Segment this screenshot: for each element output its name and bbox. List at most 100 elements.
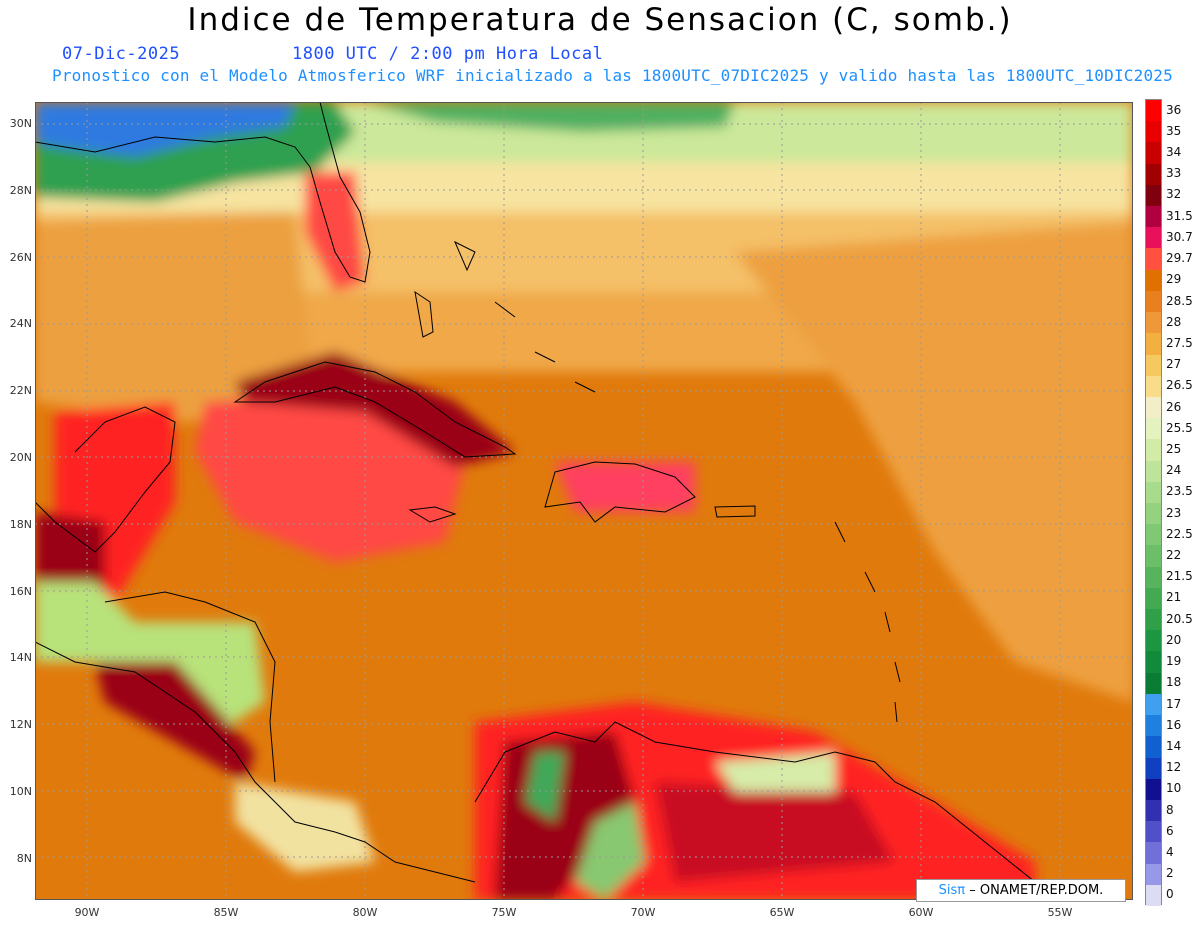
lat-label: 16N xyxy=(9,584,32,598)
colorbar-swatch xyxy=(1146,418,1161,440)
credit-text: – ONAMET/REP.DOM. xyxy=(969,883,1104,898)
colorbar-label: 27 xyxy=(1166,357,1182,372)
graticule xyxy=(35,102,1133,900)
colorbar-label: 30.7 xyxy=(1166,229,1193,244)
colorbar-label: 31.5 xyxy=(1166,208,1193,223)
colorbar-label: 33 xyxy=(1166,166,1182,181)
colorbar-label: 8 xyxy=(1166,802,1174,817)
colorbar-swatch xyxy=(1146,799,1161,822)
colorbar-swatch xyxy=(1146,503,1161,525)
colorbar-swatch xyxy=(1146,142,1161,165)
colorbar-label: 23 xyxy=(1166,505,1182,520)
patch-green-andes2 xyxy=(575,802,645,900)
colorbar-label: 19 xyxy=(1166,654,1182,669)
colorbar-swatch xyxy=(1146,460,1161,483)
heat-index-map xyxy=(35,102,1133,900)
colorbar-label: 25 xyxy=(1166,441,1182,456)
colorbar-swatch xyxy=(1146,545,1161,568)
colorbar-label: 32 xyxy=(1166,187,1182,202)
coast-yucatan xyxy=(35,406,176,553)
credit-brand: Sisπ xyxy=(938,883,966,898)
colorbar-label: 18 xyxy=(1166,675,1182,690)
colorbar-label: 12 xyxy=(1166,760,1182,775)
lon-label: 55W xyxy=(1047,906,1073,919)
colorbar-swatch xyxy=(1146,354,1161,377)
colorbar-swatch xyxy=(1146,439,1161,462)
colorbar-label: 28 xyxy=(1166,314,1182,329)
colorbar-label: 4 xyxy=(1166,844,1174,859)
colorbar-label: 26 xyxy=(1166,399,1182,414)
colorbar-label: 25.5 xyxy=(1166,420,1193,435)
patch-green-andes xyxy=(525,752,565,822)
lon-label: 60W xyxy=(908,906,934,919)
colorbar-label: 21 xyxy=(1166,590,1182,605)
colorbar-label: 35 xyxy=(1166,123,1182,138)
colorbar-swatch xyxy=(1146,524,1161,546)
colorbar-swatch xyxy=(1146,248,1161,271)
lat-label: 22N xyxy=(9,384,32,398)
colorbar-swatch xyxy=(1146,396,1161,419)
lat-label: 26N xyxy=(9,250,32,264)
patch-hot-cuba xyxy=(235,352,515,467)
lat-label: 24N xyxy=(9,317,32,331)
colorbar-swatch xyxy=(1146,863,1161,886)
patch-hot-ca xyxy=(95,662,255,782)
colorbar-swatch xyxy=(1146,163,1161,186)
band-blue-nw xyxy=(35,102,295,157)
band-east xyxy=(735,222,1133,702)
map-title: Indice de Temperatura de Sensacion (C, s… xyxy=(187,2,1013,38)
lon-label: 70W xyxy=(630,906,656,919)
colorbar-swatch xyxy=(1146,566,1161,589)
lat-label: 20N xyxy=(9,451,32,464)
colorbar-swatch xyxy=(1146,693,1161,716)
colorbar-swatch xyxy=(1146,757,1161,780)
forecast-date: 07-Dic-2025 xyxy=(62,44,181,64)
coast-cuba xyxy=(233,361,517,458)
coast-bahamas xyxy=(414,240,596,393)
colorbar-label: 28.5 xyxy=(1166,293,1193,308)
colorbar-label: 2 xyxy=(1166,866,1174,881)
colorbar xyxy=(1145,99,1162,907)
colorbar-swatch xyxy=(1146,630,1161,652)
colorbar-label: 0 xyxy=(1166,887,1174,902)
colorbar-label: 29.7 xyxy=(1166,251,1193,266)
colorbar-swatch xyxy=(1146,715,1161,737)
colorbar-label: 21.5 xyxy=(1166,569,1193,584)
colorbar-swatch xyxy=(1146,651,1161,674)
colorbar-label: 26.5 xyxy=(1166,378,1193,393)
colorbar-label: 17 xyxy=(1166,696,1182,711)
coast-antilles xyxy=(834,521,901,723)
coast-florida xyxy=(309,102,371,283)
colorbar-label: 34 xyxy=(1166,145,1182,160)
colorbar-swatch xyxy=(1146,672,1161,695)
patch-veryhot-sa xyxy=(495,732,635,900)
lon-label: 80W xyxy=(352,906,378,919)
coast-hispaniola xyxy=(544,461,696,523)
colorbar-swatch xyxy=(1146,184,1161,207)
lon-label: 75W xyxy=(491,906,517,919)
colorbar-swatch xyxy=(1146,227,1161,249)
coast-jamaica xyxy=(408,506,457,523)
patch-cool-sa xyxy=(715,752,835,792)
patch-cool-costa xyxy=(235,782,375,872)
lat-label: 14N xyxy=(9,651,32,665)
colorbar-label: 14 xyxy=(1166,738,1182,753)
patch-hot-hispaniola xyxy=(555,462,695,512)
colorbar-swatch xyxy=(1146,206,1161,228)
colorbar-label: 22.5 xyxy=(1166,526,1193,541)
band-gulf xyxy=(35,212,315,422)
colorbar-swatch xyxy=(1146,269,1161,292)
lon-label: 65W xyxy=(769,906,795,919)
colorbar-swatch xyxy=(1146,842,1161,865)
colorbar-label: 22 xyxy=(1166,548,1182,563)
colorbar-swatch xyxy=(1146,375,1161,398)
lat-label: 18N xyxy=(9,517,32,531)
coast-gulf-north xyxy=(35,136,311,168)
colorbar-swatch xyxy=(1146,121,1161,143)
colorbar-swatch xyxy=(1146,333,1161,356)
colorbar-swatch xyxy=(1146,587,1161,610)
coast-ca-carib xyxy=(104,591,276,783)
colorbar-swatch xyxy=(1146,100,1161,122)
colorbar-label: 36 xyxy=(1166,102,1182,117)
patch-hot-central xyxy=(195,392,465,562)
